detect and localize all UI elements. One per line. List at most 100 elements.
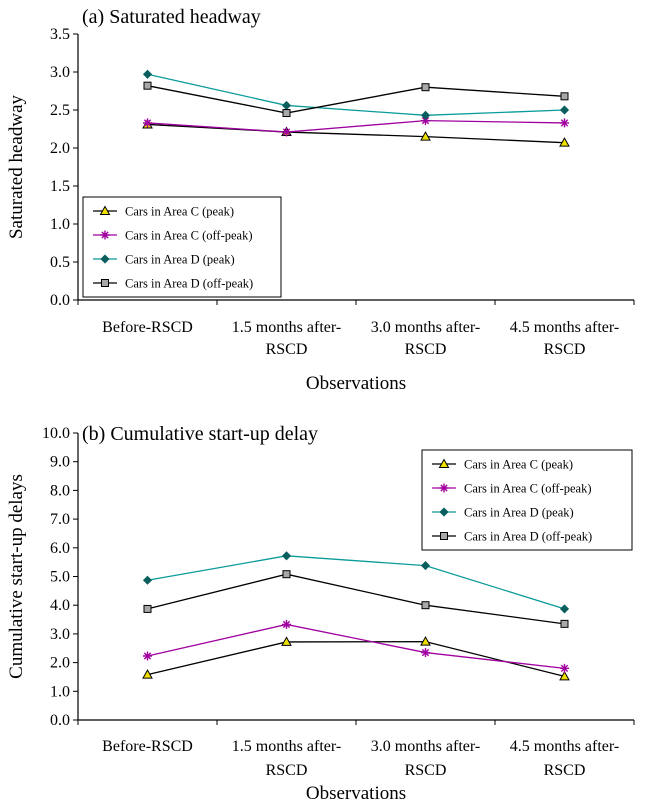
series-points-4 [143, 81, 569, 118]
x-category-label: RSCD [544, 762, 586, 779]
data-point [282, 127, 291, 137]
data-point [560, 619, 569, 628]
legend-marker [439, 507, 449, 517]
x-category-label: RSCD [266, 762, 308, 779]
legend-marker [440, 532, 448, 540]
series-line-1 [147, 123, 565, 144]
data-point [143, 604, 152, 613]
y-tick-label: 0.5 [50, 254, 70, 271]
data-point [282, 109, 291, 118]
y-tick-label: 1.0 [50, 683, 70, 700]
data-point [560, 92, 569, 101]
x-category-label: 3.0 months after- [371, 319, 480, 336]
legend-item: Cars in Area C (off-peak) [93, 229, 253, 243]
data-point [281, 100, 292, 111]
data-point [420, 561, 431, 571]
x-category-label: RSCD [266, 341, 308, 358]
y-tick-label: 4.0 [50, 597, 70, 614]
series-points-3 [142, 551, 570, 614]
x-axis-label: Observations [306, 373, 406, 394]
legend-marker [439, 483, 449, 493]
y-tick-label: 2.0 [50, 655, 70, 672]
legend: Cars in Area C (peak) Cars in Area C (off… [421, 449, 633, 551]
y-tick-label: 3.0 [50, 64, 70, 81]
data-point [559, 604, 570, 614]
series-line-3 [147, 73, 565, 116]
x-category-label: 4.5 months after- [510, 738, 619, 755]
series-line-3 [147, 555, 565, 610]
y-tick-label: 0.0 [50, 712, 70, 729]
chart-title: (b) Cumulative start-up delay [82, 423, 318, 445]
y-axis-label: Cumulative start-up delays [6, 474, 27, 679]
series-line-2 [147, 119, 565, 133]
series-line-1 [147, 640, 565, 678]
data-point [559, 137, 570, 147]
legend-marker [99, 205, 111, 215]
data-point [282, 570, 291, 579]
data-point [420, 636, 431, 646]
y-tick-label: 1.0 [50, 216, 70, 233]
x-category-label: 1.5 months after- [232, 319, 341, 336]
series-points-2 [143, 116, 569, 137]
y-tick-label: 1.5 [50, 178, 70, 195]
data-point [559, 670, 570, 681]
data-point [143, 118, 152, 128]
legend-label: Cars in Area D (off-peak) [464, 530, 592, 544]
legend-item: Cars in Area C (peak) [93, 205, 234, 219]
series-line-4 [147, 85, 565, 114]
x-category-label: Before-RSCD [102, 738, 193, 755]
legend-item: Cars in Area D (peak) [93, 253, 235, 267]
y-tick-label: 9.0 [50, 454, 70, 471]
x-category-label: 1.5 months after- [232, 738, 341, 755]
legend-marker [100, 230, 110, 240]
legend-label: Cars in Area D (peak) [464, 506, 574, 520]
y-tick-label: 5.0 [50, 569, 70, 586]
data-point [142, 575, 153, 585]
y-tick-label: 7.0 [50, 511, 70, 528]
series-points-1 [142, 636, 570, 681]
legend-marker [101, 279, 109, 287]
x-axis-label: Observations [306, 783, 406, 804]
legend-marker [100, 254, 110, 264]
data-point [560, 118, 569, 128]
series-line-2 [147, 623, 565, 669]
data-point [420, 131, 431, 141]
legend-label: Cars in Area D (peak) [125, 253, 235, 267]
series-points-2 [143, 619, 569, 673]
data-point [421, 601, 430, 610]
data-point [281, 636, 292, 646]
series-points-4 [143, 570, 569, 628]
legend-label: Cars in Area C (peak) [464, 458, 573, 472]
x-category-label: RSCD [544, 341, 586, 358]
legend-label: Cars in Area C (peak) [125, 205, 234, 219]
legend-label: Cars in Area D (off-peak) [125, 277, 253, 291]
legend-item: Cars in Area D (off-peak) [432, 530, 592, 544]
series-points-3 [142, 69, 570, 120]
series-points-1 [142, 118, 570, 147]
chart-title: (a) Saturated headway [82, 6, 261, 28]
legend: Cars in Area C (peak) Cars in Area C (off… [82, 196, 282, 298]
y-tick-label: 10.0 [42, 425, 70, 442]
y-tick-label: 0.0 [50, 292, 70, 309]
legend-marker [438, 458, 450, 468]
legend-item: Cars in Area C (off-peak) [432, 482, 592, 496]
y-tick-label: 2.0 [50, 140, 70, 157]
legend-item: Cars in Area C (peak) [432, 458, 573, 472]
y-tick-label: 8.0 [50, 482, 70, 499]
y-tick-label: 3.5 [50, 26, 70, 43]
series-line-4 [147, 573, 565, 625]
y-tick-label: 3.0 [50, 626, 70, 643]
legend-label: Cars in Area C (off-peak) [464, 482, 592, 496]
legend-box [421, 449, 633, 551]
data-point [282, 619, 291, 629]
data-point [281, 551, 292, 561]
x-category-label: RSCD [405, 341, 447, 358]
chart-cumulative-startup-delay: (b) Cumulative start-up delay 0.0 1.0 2.0 3.… [6, 423, 635, 804]
data-point [420, 110, 431, 120]
data-point [143, 651, 152, 661]
y-tick-label: 2.5 [50, 102, 70, 119]
y-axis-label: Saturated headway [6, 94, 27, 239]
data-point [142, 69, 153, 79]
legend-item: Cars in Area D (peak) [432, 506, 574, 520]
